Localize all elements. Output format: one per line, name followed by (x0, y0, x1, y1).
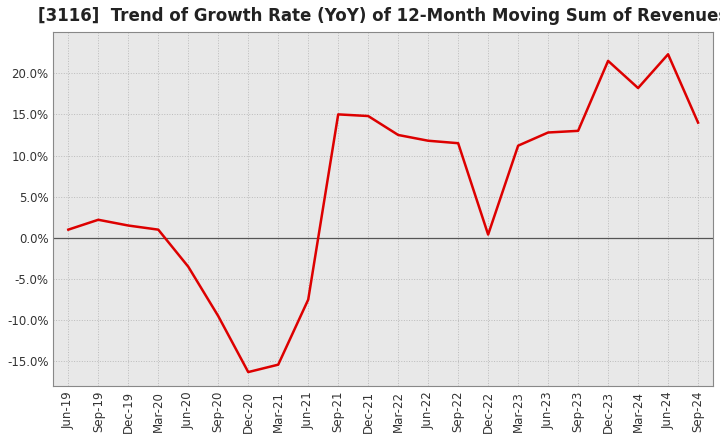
Title: [3116]  Trend of Growth Rate (YoY) of 12-Month Moving Sum of Revenues: [3116] Trend of Growth Rate (YoY) of 12-… (38, 7, 720, 25)
